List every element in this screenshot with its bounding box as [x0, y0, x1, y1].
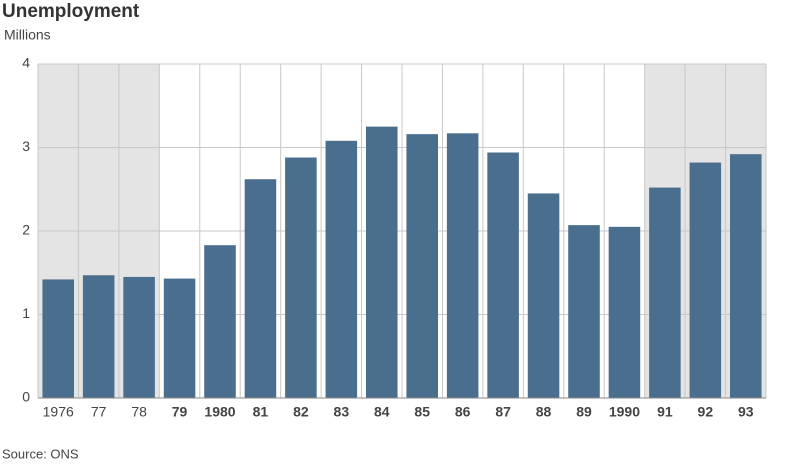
x-tick-label: 84 — [374, 404, 390, 420]
bar — [204, 245, 236, 398]
bar — [366, 126, 398, 398]
chart-title: Unemployment — [2, 1, 140, 22]
bar — [608, 226, 641, 398]
x-tick-label: 1990 — [609, 404, 640, 420]
x-tick-label: 83 — [334, 404, 350, 420]
bar — [285, 157, 317, 398]
x-tick-label: 82 — [293, 404, 309, 420]
bar — [487, 152, 519, 398]
chart-subtitle: Millions — [4, 27, 51, 43]
x-tick-label: 89 — [576, 404, 592, 420]
bar — [649, 187, 681, 398]
x-tick-label: 93 — [738, 404, 754, 420]
x-tick-label: 91 — [657, 404, 673, 420]
bar — [689, 162, 722, 398]
x-tick-label: 77 — [91, 404, 107, 420]
bar — [446, 133, 479, 398]
x-tick-label: 1976 — [43, 404, 74, 420]
bar — [527, 193, 560, 398]
bar — [325, 140, 358, 398]
x-tick-label: 87 — [495, 404, 511, 420]
y-tick-label: 1 — [22, 305, 30, 321]
bar — [244, 179, 277, 398]
x-tick-label: 78 — [131, 404, 147, 420]
source-note: Source: ONS — [2, 446, 79, 461]
bar — [123, 276, 155, 398]
x-tick-label: 86 — [455, 404, 471, 420]
x-tick-label: 85 — [414, 404, 430, 420]
x-tick-label: 88 — [536, 404, 552, 420]
bar — [568, 225, 600, 398]
x-tick-label: 81 — [253, 404, 269, 420]
x-tick-label: 1980 — [204, 404, 235, 420]
x-tick-label: 79 — [172, 404, 188, 420]
y-tick-label: 0 — [22, 389, 30, 405]
bar — [82, 275, 115, 398]
y-tick-label: 2 — [22, 222, 30, 238]
y-tick-label: 4 — [22, 55, 30, 71]
y-tick-label: 3 — [22, 138, 30, 154]
bar — [163, 278, 196, 398]
x-tick-label: 92 — [698, 404, 714, 420]
bar — [730, 154, 762, 398]
bar — [406, 134, 438, 398]
bar — [42, 279, 74, 398]
